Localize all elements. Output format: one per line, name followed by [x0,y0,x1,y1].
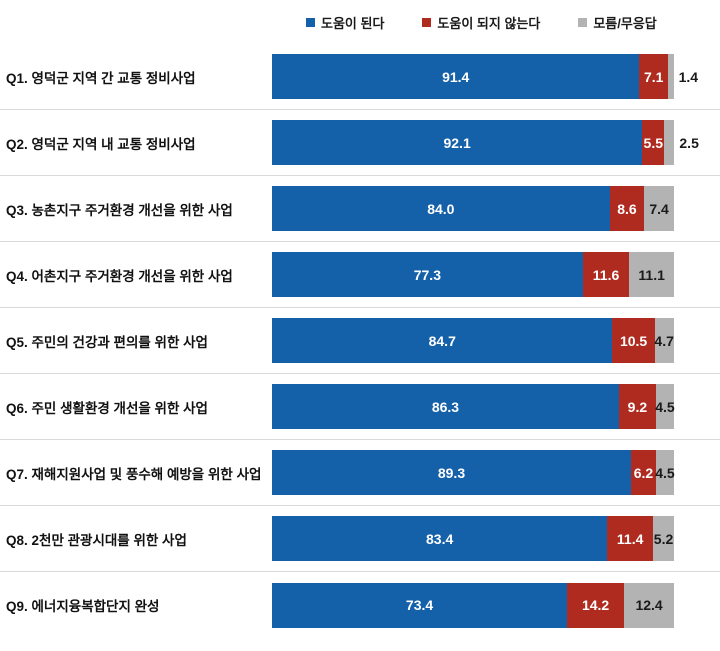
value-label-not-helpful: 14.2 [581,597,610,613]
bar-segment-dont-know: 7.4 [644,186,674,231]
bar-segment-dont-know: 5.2 [653,516,674,561]
category-label: Q2. 영덕군 지역 내 교통 정비사업 [6,136,196,152]
value-label-dont-know: 4.7 [654,332,674,349]
bar-track: 77.3 11.6 11.1 [272,252,674,297]
bar-segment-helpful: 84.0 [272,186,610,231]
value-label-not-helpful: 8.6 [617,200,637,217]
bar-segment-not-helpful: 14.2 [567,582,625,628]
bar-segment-dont-know: 12.4 [624,582,674,628]
value-label-not-helpful: 10.5 [619,332,648,349]
legend-item-not-helpful: 도움이 되지 않는다 [422,13,540,32]
value-label-dont-know: 7.4 [649,200,669,217]
legend-item-helpful: 도움이 된다 [306,13,384,32]
chart-row: Q4. 어촌지구 주거환경 개선을 위한 사업 77.3 11.6 11.1 [0,242,720,308]
category-label: Q1. 영덕군 지역 간 교통 정비사업 [6,70,196,86]
bar-track: 89.3 6.2 4.5 [272,450,675,495]
bar-track: 86.3 9.2 4.5 [272,384,675,429]
value-label-not-helpful: 5.5 [643,134,664,151]
bar-segment-helpful: 73.4 [272,582,568,628]
legend-swatch-gray-icon [578,17,588,27]
value-label-not-helpful: 11.6 [592,266,620,283]
bar-segment-dont-know: 4.5 [655,450,675,495]
value-label-dont-know: 5.2 [653,530,674,547]
legend-swatch-red-icon [422,17,432,27]
legend-label-dont-know: 모름/무응답 [593,15,657,31]
bar-segment-not-helpful: 10.5 [612,318,655,363]
bar-segment-dont-know: 11.1 [629,252,674,297]
bar-track: 73.4 14.2 12.4 [272,582,674,628]
category-label: Q6. 주민 생활환경 개선을 위한 사업 [6,400,208,416]
bar-segment-not-helpful: 6.2 [630,450,656,495]
bar-segment-helpful: 77.3 [272,252,583,297]
legend-label-helpful: 도움이 된다 [321,15,385,31]
value-label-not-helpful: 11.4 [616,530,644,547]
chart-row: Q3. 농촌지구 주거환경 개선을 위한 사업 84.0 8.6 7.4 [0,176,720,242]
value-label-helpful: 84.7 [428,332,456,349]
value-label-not-helpful: 9.2 [627,398,648,415]
value-label-dont-know: 1.4 [678,68,699,85]
bar-segment-not-helpful: 11.4 [607,516,654,561]
bar-segment-dont-know: 4.5 [655,384,675,429]
value-label-dont-know: 4.5 [655,398,675,415]
bar-segment-helpful: 83.4 [272,516,608,561]
bar-track: 84.0 8.6 7.4 [272,186,674,231]
chart-row: Q5. 주민의 건강과 편의를 위한 사업 84.7 10.5 4.7 [0,308,720,374]
bar-segment-not-helpful: 9.2 [618,384,656,429]
bar-track: 91.4 7.1 1.4 [272,54,698,99]
bar-segment-not-helpful: 8.6 [609,186,645,231]
bar-track: 83.4 11.4 5.2 [272,516,674,561]
chart-row: Q2. 영덕군 지역 내 교통 정비사업 92.1 5.5 2.5 [0,110,720,176]
bar-segment-not-helpful: 11.6 [582,252,630,297]
value-label-dont-know: 12.4 [635,597,663,613]
chart-legend: 도움이 된다 도움이 되지 않는다 모름/무응답 [0,0,720,32]
bar-segment-not-helpful: 7.1 [639,54,668,99]
bar-track: 84.7 10.5 4.7 [272,318,674,363]
bar-segment-helpful: 91.4 [272,54,640,99]
value-label-dont-know: 2.5 [679,134,699,151]
value-label-dont-know: 11.1 [638,266,665,283]
legend-label-not-helpful: 도움이 되지 않는다 [437,15,541,31]
bar-segment-helpful: 84.7 [272,318,613,363]
chart-row: Q6. 주민 생활환경 개선을 위한 사업 86.3 9.2 4.5 [0,374,720,440]
category-label: Q5. 주민의 건강과 편의를 위한 사업 [6,334,208,350]
value-label-helpful: 89.3 [437,464,466,481]
bar-segment-helpful: 89.3 [272,450,631,495]
value-label-helpful: 91.4 [442,68,470,85]
chart-row: Q7. 재해지원사업 및 풍수해 예방을 위한 사업 89.3 6.2 4.5 [0,440,720,506]
chart-row: Q9. 에너지융복합단지 완성 73.4 14.2 12.4 [0,572,720,638]
chart-row: Q1. 영덕군 지역 간 교통 정비사업 91.4 7.1 1.4 [0,44,720,110]
legend-swatch-blue-icon [306,17,315,27]
value-label-not-helpful: 7.1 [643,68,664,85]
value-label-helpful: 83.4 [426,530,454,547]
value-label-not-helpful: 6.2 [633,464,654,481]
value-label-helpful: 73.4 [405,597,434,613]
value-label-helpful: 84.0 [427,200,455,217]
value-label-helpful: 86.3 [431,398,460,415]
bar-segment-dont-know: 2.5 [664,120,699,165]
chart-row: Q8. 2천만 관광시대를 위한 사업 83.4 11.4 5.2 [0,506,720,572]
value-label-dont-know: 4.5 [655,464,675,481]
category-label: Q4. 어촌지구 주거환경 개선을 위한 사업 [6,268,233,284]
category-label: Q7. 재해지원사업 및 풍수해 예방을 위한 사업 [6,466,262,482]
bar-segment-not-helpful: 5.5 [642,120,665,165]
bar-segment-helpful: 92.1 [272,120,643,165]
category-label: Q3. 농촌지구 주거환경 개선을 위한 사업 [6,202,233,218]
chart-rows: Q1. 영덕군 지역 간 교통 정비사업 91.4 7.1 1.4 Q2. 영덕… [0,44,720,638]
bar-track: 92.1 5.5 2.5 [272,120,699,165]
bar-segment-dont-know: 4.7 [654,318,674,363]
bar-segment-dont-know: 1.4 [667,54,698,99]
category-label: Q9. 에너지융복합단지 완성 [6,599,160,614]
legend-item-dont-know: 모름/무응답 [578,13,657,32]
value-label-helpful: 77.3 [413,266,441,283]
category-label: Q8. 2천만 관광시대를 위한 사업 [6,532,187,548]
bar-segment-helpful: 86.3 [272,384,619,429]
value-label-helpful: 92.1 [443,134,471,151]
